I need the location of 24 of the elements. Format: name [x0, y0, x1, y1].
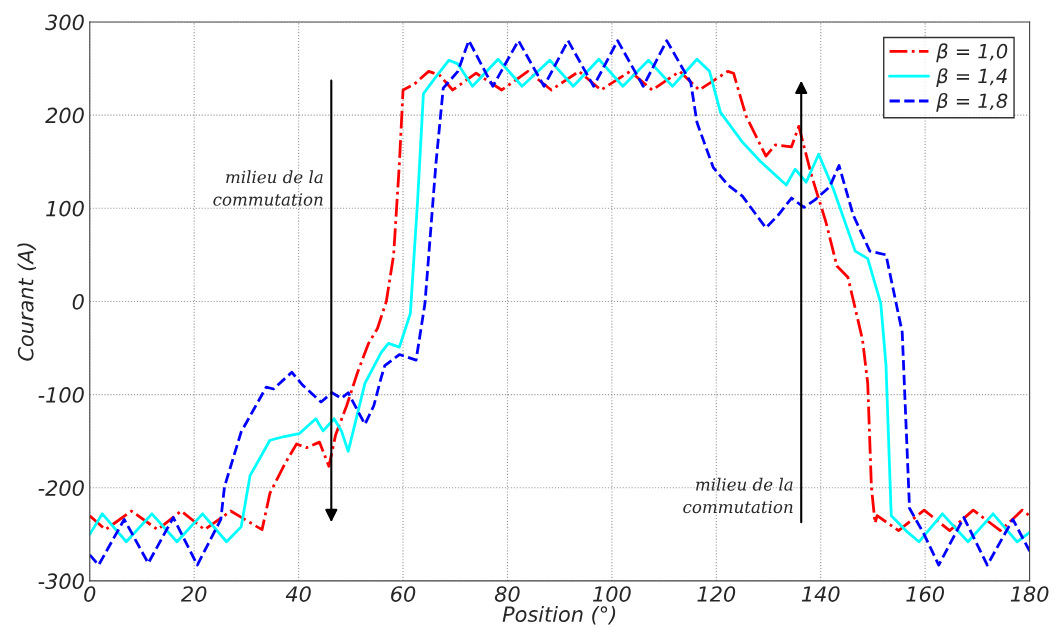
y-tick-label: -300	[38, 573, 84, 590]
x-tick-label: 120	[697, 586, 736, 602]
y-tick-label: 0	[72, 293, 84, 310]
y-tick-label: 200	[45, 107, 84, 124]
x-tick-label: 180	[1010, 586, 1049, 602]
legend-label: β = 1,8	[936, 92, 1008, 112]
x-axis-title: Position (°)	[502, 605, 616, 625]
y-tick-label: -200	[38, 480, 84, 496]
x-tick-label: 140	[801, 586, 840, 602]
x-tick-label: 60	[391, 586, 416, 602]
annotation: milieu de la commutation	[213, 170, 323, 206]
y-tick-label: 300	[45, 14, 84, 31]
y-axis-title: Courant (A)	[17, 243, 37, 361]
y-tick-label: -100	[38, 387, 84, 403]
x-tick-label: 40	[285, 586, 311, 602]
y-tick-label: 100	[46, 200, 84, 217]
x-tick-label: 0	[84, 586, 96, 602]
x-tick-label: 100	[593, 586, 631, 602]
legend-label: β = 1,4	[936, 68, 1007, 88]
legend-label: β = 1,0	[936, 43, 1008, 63]
annotation: milieu de la commutation	[683, 477, 793, 514]
x-tick-label: 80	[494, 586, 520, 602]
x-tick-label: 20	[181, 586, 207, 602]
x-tick-label: 160	[906, 586, 945, 602]
